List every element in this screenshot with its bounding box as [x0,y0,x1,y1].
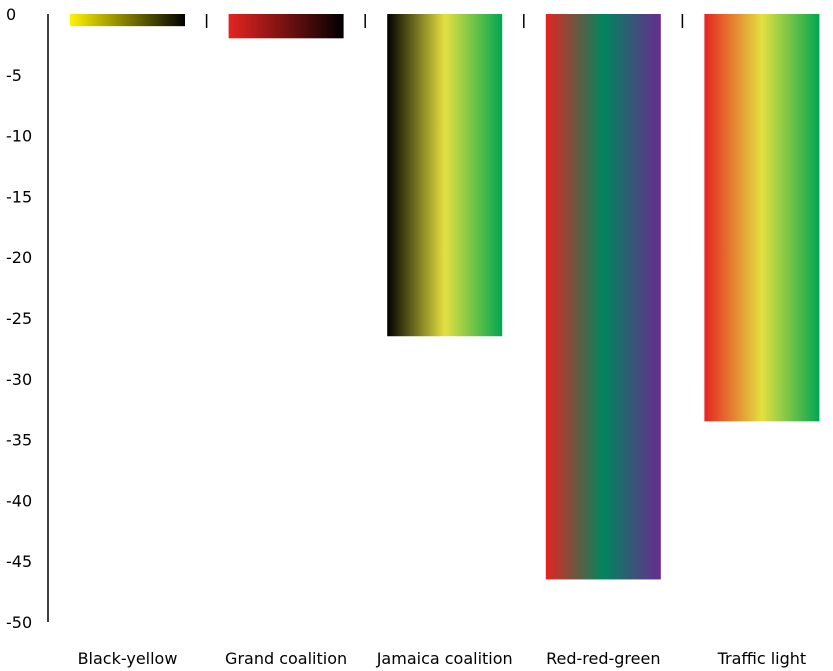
y-tick-label: -15 [6,187,32,206]
bar-red-red-green [545,14,661,580]
x-category-label: Red-red-green [546,649,660,668]
y-tick-label: -35 [6,431,32,450]
bar-jamaica-coalition [387,14,503,337]
y-tick-label: -50 [6,613,32,632]
y-tick-label: -25 [6,309,32,328]
bar-grand-coalition [228,14,344,39]
bar-black-yellow [70,14,185,27]
x-category-label: Grand coalition [225,649,347,668]
x-category-label: Black-yellow [78,649,178,668]
y-tick-label: -20 [6,248,32,267]
y-tick-label: 0 [6,5,16,24]
bar-traffic-light [704,14,820,422]
y-tick-label: -30 [6,370,32,389]
category-labels: Black-yellow Grand coalition Jamaica coali… [78,649,807,668]
y-axis: 0 -5 -10 -15 -20 -25 -30 -35 -40 -45 -50 [6,5,49,632]
y-tick-label: -40 [6,491,32,510]
y-tick-label: -10 [6,127,32,146]
y-tick-label: -5 [6,66,22,85]
x-axis [205,14,684,28]
x-category-label: Traffic light [717,649,807,668]
x-category-label: Jamaica coalition [376,649,513,668]
y-tick-label: -45 [6,552,32,571]
bars [70,14,820,580]
